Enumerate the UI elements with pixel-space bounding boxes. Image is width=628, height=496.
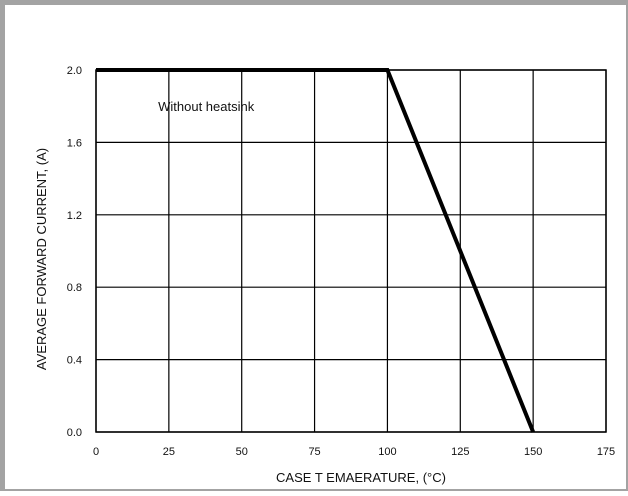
y-tick-label: 2.0 xyxy=(67,65,82,77)
y-tick-label: 0.4 xyxy=(67,355,82,367)
y-tick-label: 1.2 xyxy=(67,210,82,222)
annotation-label: Without heatsink xyxy=(158,99,255,114)
x-tick-labels: 0 25 50 75 100 125 150 175 xyxy=(93,446,615,458)
x-tick-label: 175 xyxy=(597,446,615,458)
y-tick-label: 0.0 xyxy=(67,427,82,439)
x-tick-label: 150 xyxy=(524,446,542,458)
x-tick-label: 125 xyxy=(451,446,469,458)
y-tick-label: 1.6 xyxy=(67,137,82,149)
y-axis-label: AVERAGE FORWARD CURRENT, (A) xyxy=(34,148,49,370)
grid-lines xyxy=(95,69,607,433)
y-tick-label: 0.8 xyxy=(67,282,82,294)
x-axis-label: CASE T EMAERATURE, (°C) xyxy=(276,470,446,485)
x-tick-label: 100 xyxy=(378,446,396,458)
x-tick-label: 0 xyxy=(93,446,99,458)
x-tick-label: 75 xyxy=(308,446,320,458)
x-tick-label: 25 xyxy=(163,446,175,458)
derating-chart: 0.0 0.4 0.8 1.2 1.6 2.0 0 25 50 75 100 125 150 175 W… xyxy=(34,65,615,485)
x-tick-label: 50 xyxy=(236,446,248,458)
series-line xyxy=(96,68,535,433)
y-tick-labels: 0.0 0.4 0.8 1.2 1.6 2.0 xyxy=(67,65,82,439)
plot-area xyxy=(95,69,607,433)
